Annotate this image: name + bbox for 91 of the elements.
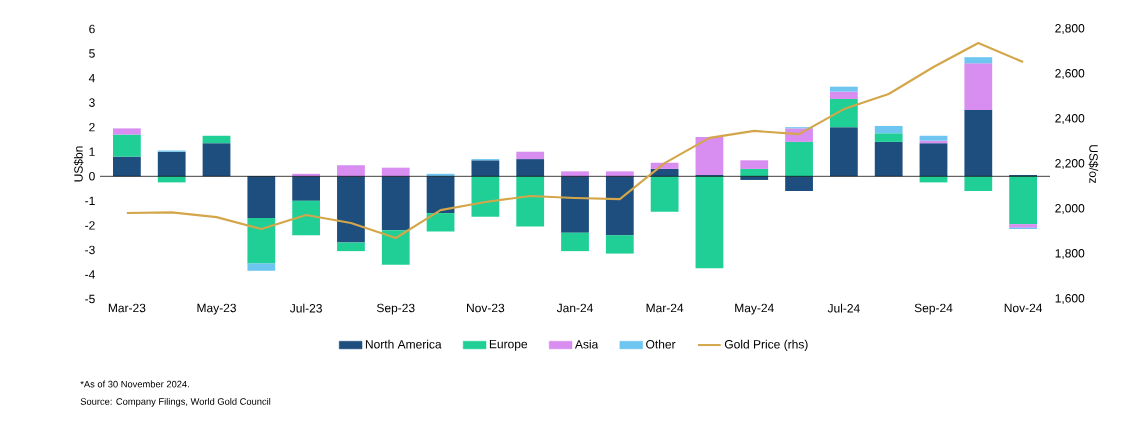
bar — [874, 133, 903, 142]
bar — [292, 200, 321, 236]
x-tick-label: Mar-24 — [646, 303, 684, 313]
bar — [1009, 176, 1038, 225]
bar — [337, 165, 365, 177]
legend-label: North America — [365, 339, 442, 349]
bar — [829, 91, 858, 99]
bar — [695, 136, 724, 176]
bar — [874, 125, 903, 134]
bar — [964, 57, 993, 64]
bar — [740, 168, 769, 177]
bar — [785, 176, 813, 191]
y-tick-label: 5 — [89, 49, 95, 58]
bar — [919, 135, 948, 141]
y2-tick-label: 1,600 — [1055, 294, 1085, 304]
legend-label: Asia — [574, 339, 599, 349]
bar — [561, 176, 589, 233]
bar — [157, 151, 186, 177]
bar — [471, 176, 500, 217]
y-tick-label: 3 — [89, 98, 95, 107]
bar — [202, 143, 231, 177]
x-tick-label: Sep-24 — [914, 303, 953, 315]
bar — [516, 159, 545, 177]
x-tick-label: Jan-24 — [556, 303, 593, 313]
x-tick-label: Mar-23 — [108, 303, 146, 313]
bar — [695, 176, 724, 269]
x-tick-label: May-24 — [735, 303, 774, 315]
bar — [516, 176, 545, 227]
line-series — [125, 41, 1025, 240]
y-tick-label: 4 — [88, 73, 95, 83]
bar — [874, 141, 903, 177]
bar — [605, 176, 634, 236]
legend-label: Other — [646, 339, 676, 349]
text: *As of 30 November 2024. — [80, 380, 189, 388]
y-axis-title: US$bn — [73, 146, 84, 182]
y-tick-label: -4 — [85, 270, 95, 279]
y-tick-label: -1 — [85, 196, 95, 205]
x-tick-label: May-23 — [197, 303, 236, 315]
bar — [202, 135, 231, 144]
bar — [381, 167, 410, 177]
x-tick-label: Nov-23 — [467, 303, 505, 313]
y-tick-label: 2 — [89, 122, 95, 132]
y-tick-label: -5 — [85, 294, 95, 304]
bar — [381, 176, 410, 231]
bar — [426, 213, 455, 232]
y-tick-label: 6 — [89, 24, 95, 34]
bar — [964, 63, 993, 110]
y-tick-label: 0 — [89, 172, 95, 181]
x-tick-label: Sep-23 — [376, 303, 415, 315]
bar — [247, 263, 276, 271]
y-tick-label: -2 — [85, 221, 95, 230]
y2-tick-label: 2,600 — [1055, 69, 1085, 79]
x-tick-label: Nov-24 — [1004, 303, 1043, 313]
bar — [247, 218, 276, 264]
x-tick-label: Jul-23 — [289, 303, 322, 313]
y2-tick-label: 2,200 — [1055, 159, 1085, 169]
bar — [247, 176, 276, 218]
bar — [337, 176, 365, 243]
bar — [919, 143, 948, 177]
y2-axis-title: US$/oz — [1088, 145, 1099, 184]
bar — [113, 134, 141, 157]
bar — [650, 176, 679, 212]
legend-label: Europe — [489, 339, 528, 351]
bar — [964, 176, 993, 191]
bar — [964, 109, 993, 177]
y2-tick-label: 2,000 — [1055, 204, 1085, 214]
bar — [829, 98, 858, 128]
bar — [471, 160, 500, 177]
bar — [113, 128, 141, 135]
bar — [337, 242, 365, 252]
y-tick-label: 1 — [89, 147, 95, 156]
bar — [292, 176, 321, 201]
y2-tick-label: 2,800 — [1055, 24, 1085, 34]
bar — [561, 171, 589, 177]
source-note: Source: Company Filings, World Gold Council — [80, 397, 271, 407]
bar — [561, 232, 589, 252]
bar — [113, 156, 141, 177]
y2-tick-label: 1,800 — [1055, 249, 1085, 259]
legend-label: Gold Price (rhs) — [724, 339, 808, 351]
bar — [516, 151, 545, 160]
bar — [426, 176, 455, 214]
bar — [785, 141, 813, 177]
y-tick-label: -3 — [85, 245, 95, 255]
y2-tick-label: 2,400 — [1055, 114, 1085, 124]
bar — [381, 230, 410, 265]
bar — [829, 127, 858, 177]
x-tick-label: Jul-24 — [827, 303, 860, 313]
bar — [740, 160, 769, 169]
bar — [605, 171, 634, 177]
bar — [829, 86, 858, 92]
bar — [605, 235, 634, 254]
